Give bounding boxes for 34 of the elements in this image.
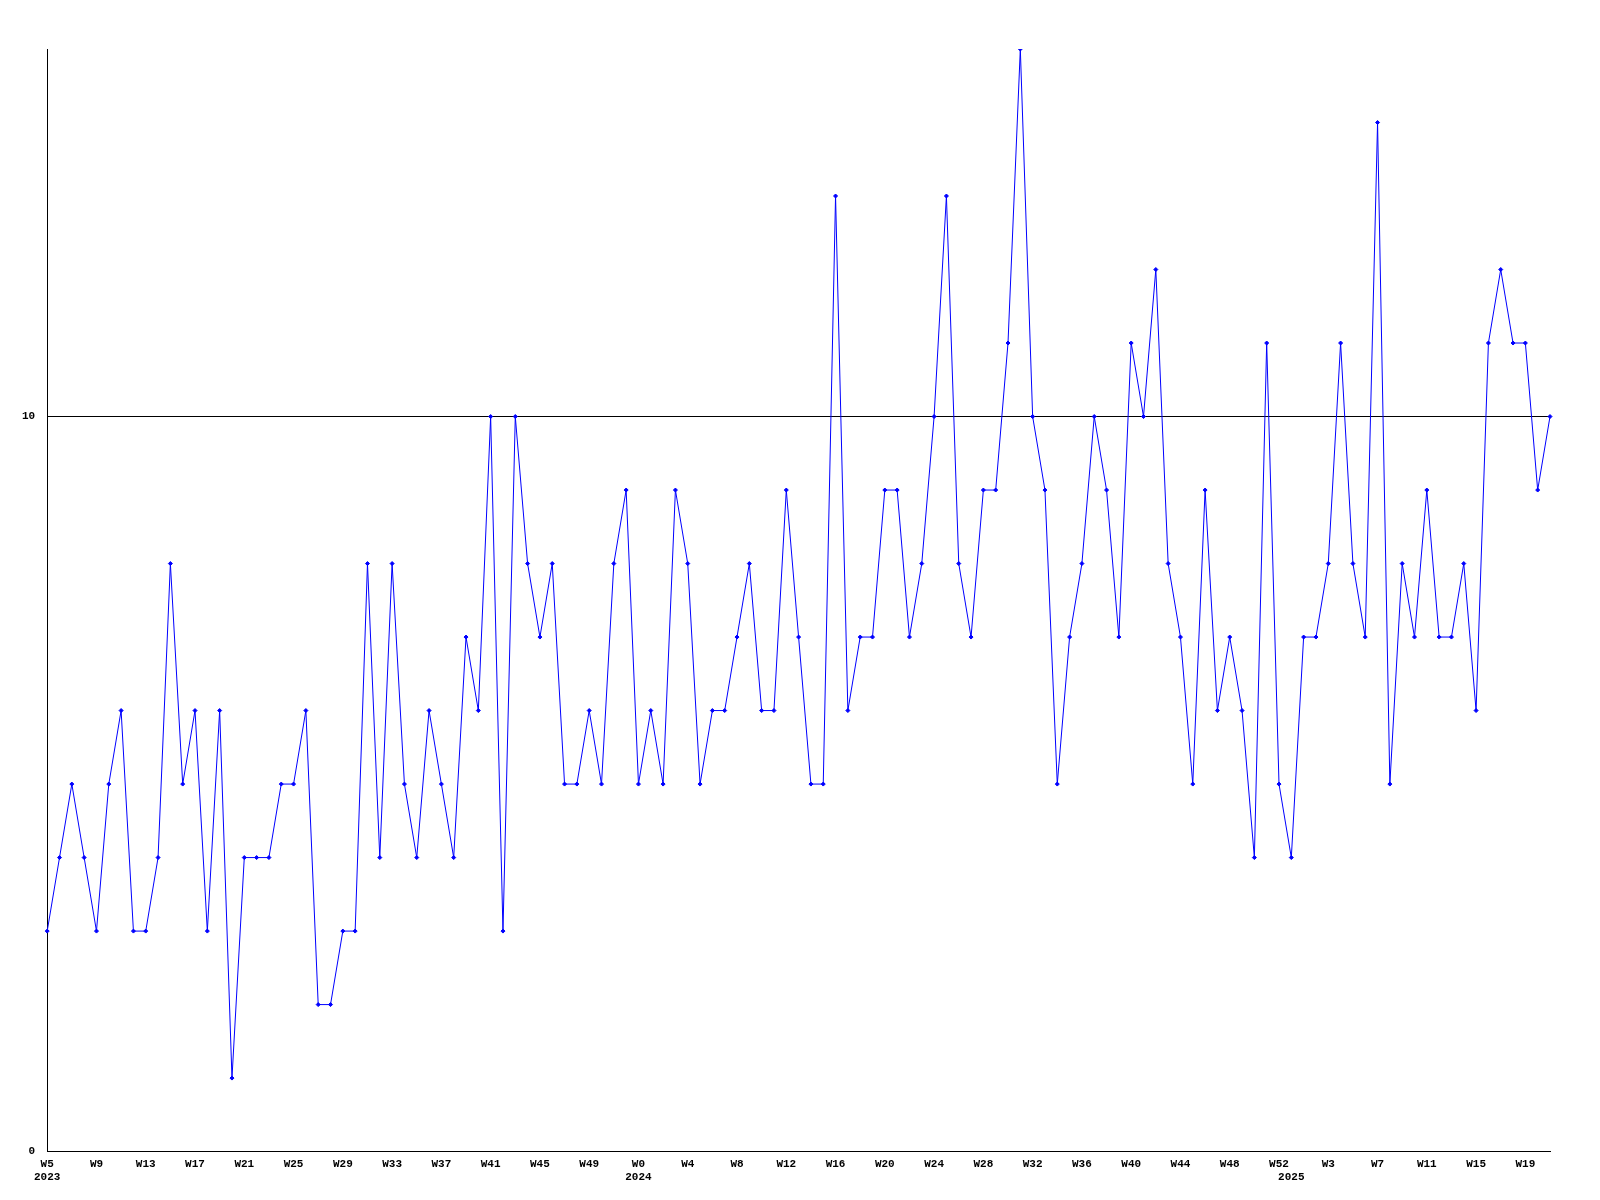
x-tick-label: W16 <box>825 1157 846 1170</box>
x-tick-label: W3 <box>1321 1157 1336 1170</box>
x-tick-label: W9 <box>89 1157 104 1170</box>
y-tick-label: 10 <box>22 410 36 423</box>
x-tick-label: W29 <box>332 1157 353 1170</box>
x-tick-label: W24 <box>924 1157 945 1170</box>
x-tick-label: W21 <box>234 1157 255 1170</box>
x-tick-label: W19 <box>1515 1157 1536 1170</box>
x-tick-label: W44 <box>1170 1157 1191 1170</box>
x-tick-label: W49 <box>579 1157 600 1170</box>
x-tick-label: W20 <box>874 1157 895 1170</box>
x-tick-label: W0 2024 <box>625 1157 653 1184</box>
x-tick-label: W33 <box>382 1157 403 1170</box>
x-tick-label: W17 <box>185 1157 205 1170</box>
x-tick-label: W36 <box>1072 1157 1092 1170</box>
x-tick-label: W7 <box>1370 1157 1385 1170</box>
x-tick-label: 2025 <box>1278 1171 1305 1184</box>
x-tick-label: W15 <box>1466 1157 1487 1170</box>
x-tick-label: W4 <box>681 1157 695 1170</box>
x-tick-label: W13 <box>135 1157 157 1170</box>
x-tick-label: W48 <box>1219 1157 1241 1170</box>
x-tick-label: W25 <box>283 1157 304 1170</box>
x-tick-label: W52 <box>1269 1157 1289 1170</box>
x-tick-label: W28 <box>973 1157 994 1170</box>
x-tick-label: W41 <box>480 1157 501 1170</box>
x-tick-label: W5 2023 <box>34 1157 61 1184</box>
x-tick-label: W32 <box>1022 1157 1043 1170</box>
x-tick-label: W37 <box>431 1157 452 1170</box>
y-tick-label: 0 <box>28 1145 36 1158</box>
x-tick-label: W12 <box>776 1157 797 1170</box>
x-tick-label: W11 <box>1416 1157 1438 1170</box>
x-tick-label: W45 <box>530 1157 551 1170</box>
x-tick-label: W40 <box>1121 1157 1142 1170</box>
x-tick-label: W8 <box>730 1157 745 1170</box>
